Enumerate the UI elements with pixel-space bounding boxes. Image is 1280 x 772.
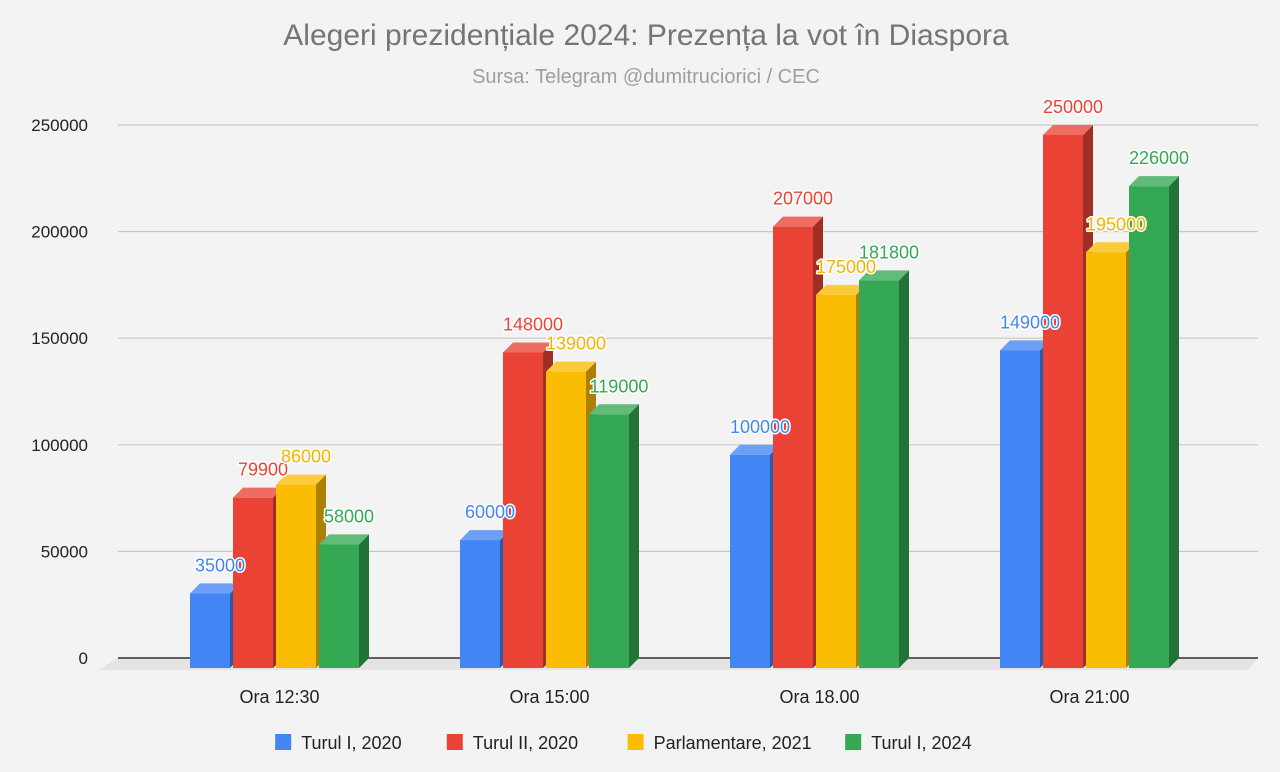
data-label: 60000 [465,502,515,522]
bar-top [276,474,326,485]
bar-front [1129,186,1169,668]
bar-front [319,544,359,668]
legend: Turul I, 2020 Turul II, 2020 Parlamentare,… [275,733,972,753]
floor-plane [98,658,1258,670]
bar-top [319,534,369,545]
bar-top [460,530,510,541]
bar [1086,242,1136,668]
x-tick-label: Ora 12:30 [239,687,319,707]
x-tick-label: Ora 21:00 [1049,687,1129,707]
bar-front [1086,252,1126,668]
bar-top [1043,125,1093,135]
legend-swatch [446,734,463,750]
y-tick-label: 250000 [31,116,88,135]
legend-label: Turul I, 2024 [871,733,971,753]
chart-subtitle: Sursa: Telegram @dumitruciorici / CEC [472,66,820,88]
data-label: 207000 [773,189,833,209]
data-label: 181800 [859,242,919,262]
legend-label: Parlamentare, 2021 [654,733,812,753]
data-label: 250000 [1043,97,1103,117]
legend-label: Turul I, 2020 [301,733,401,753]
data-label: 195000 [1086,214,1146,234]
bar-top [859,270,909,281]
bar-front [773,226,813,668]
bar-top [816,284,866,295]
data-label: 139000 [546,334,606,354]
chart-title: Alegeri prezidențiale 2024: Prezența la … [283,19,1009,52]
bar-front [546,371,586,668]
data-label: 35000 [195,555,245,575]
data-label: 119000 [590,376,649,396]
bar-front [503,352,543,668]
data-label: 79900 [238,460,288,480]
y-tick-label: 50000 [41,542,88,561]
bars [190,125,1179,668]
bar [233,487,283,668]
data-label: 175000 [816,257,876,277]
bar [589,404,639,668]
bar-front [816,294,856,668]
bar-top [589,404,639,415]
bar-top [730,444,780,455]
legend-item: Parlamentare, 2021 [627,733,812,753]
legend-item: Turul I, 2020 [275,733,402,753]
bar-side [629,404,639,668]
y-tick-label: 100000 [31,436,88,455]
data-label: 149000 [1000,312,1060,332]
bar [1000,340,1050,668]
bar-front [730,454,770,668]
bar-front [589,414,629,668]
x-axis-ticks: Ora 12:30 Ora 15:00 Ora 18.00 Ora 21:00 [239,687,1129,707]
bar-side [899,270,909,668]
bar-front [859,280,899,668]
bar-top [1086,242,1136,253]
legend-item: Turul II, 2020 [446,733,578,753]
bar-front [1043,135,1083,668]
legend-label: Turul II, 2020 [473,733,578,753]
bar [1129,176,1179,668]
legend-swatch [275,734,292,750]
bar-top [546,361,596,372]
data-label: 86000 [281,447,331,467]
bar-front [190,593,230,668]
bar [773,216,823,668]
bar [730,444,780,668]
y-tick-label: 200000 [31,223,88,242]
data-label: 148000 [503,314,563,334]
bar [816,284,866,668]
x-tick-label: Ora 18.00 [779,687,859,707]
bar-front [460,540,500,668]
bar-top [1000,340,1050,351]
legend-item: Turul I, 2024 [845,733,972,753]
legend-swatch [627,734,644,750]
bar-front [276,484,316,668]
bar-top [190,583,240,594]
bar-top [233,487,283,498]
bar-front [233,497,273,668]
bar [319,534,369,668]
data-label: 100000 [730,417,790,437]
bar-top [773,216,823,227]
y-tick-label: 0 [79,649,88,668]
bar-front [1000,350,1040,668]
bar-side [1169,176,1179,668]
data-label: 58000 [324,506,374,526]
bar [190,583,240,668]
bar-side [359,534,369,668]
legend-swatch [845,734,862,750]
y-tick-label: 150000 [31,329,88,348]
bar-top [503,342,553,353]
y-axis-ticks: 0 50000 100000 150000 200000 250000 [31,116,88,668]
bar [460,530,510,668]
bar [1043,125,1093,668]
data-label: 226000 [1129,148,1189,168]
bar [546,361,596,668]
x-tick-label: Ora 15:00 [509,687,589,707]
bar-top [1129,176,1179,187]
bar [276,474,326,668]
bar [859,270,909,668]
